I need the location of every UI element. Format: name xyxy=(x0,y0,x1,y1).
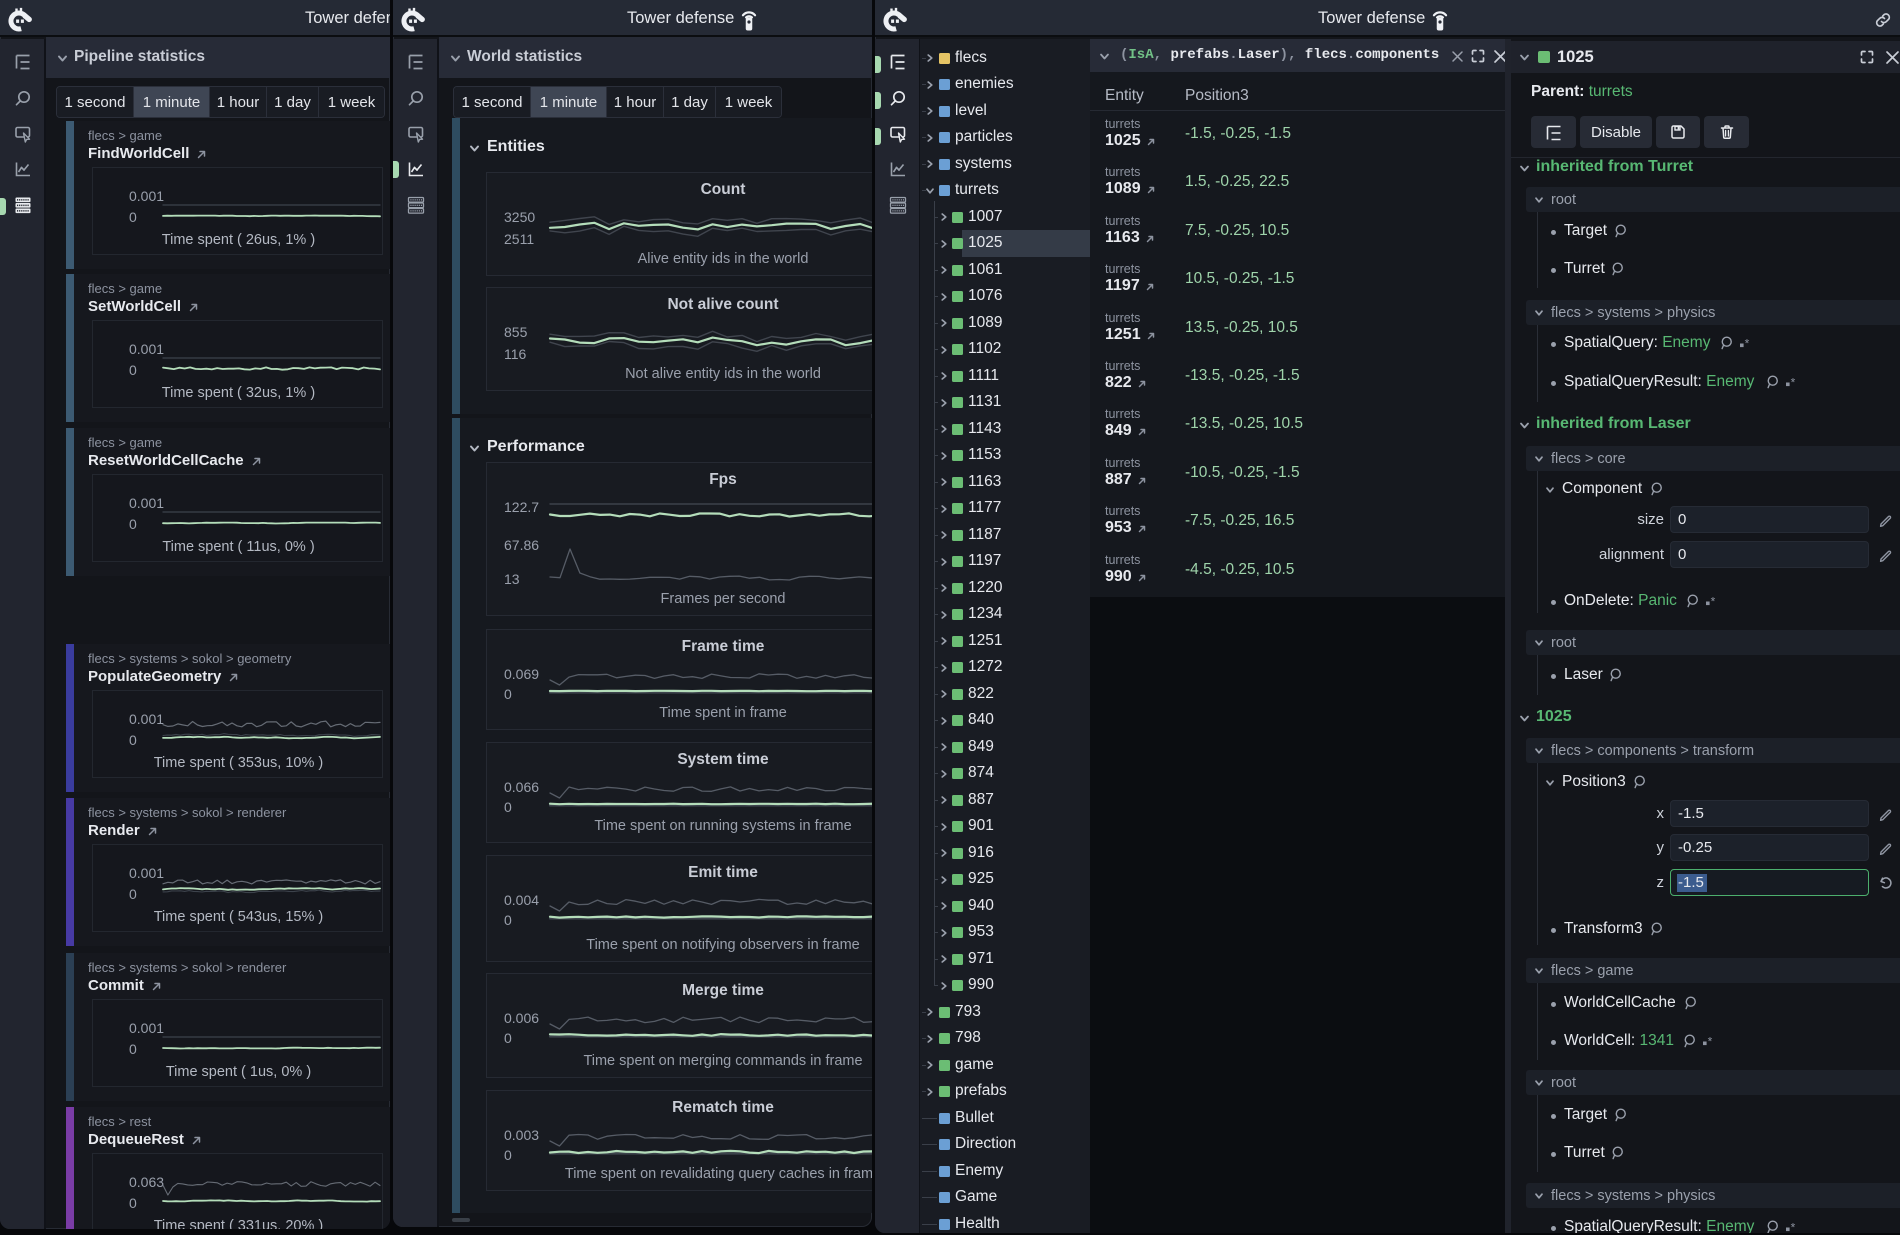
svg-text:*: * xyxy=(1745,337,1750,350)
svg-text:*: * xyxy=(1790,1221,1795,1233)
svg-text:*: * xyxy=(1710,595,1715,608)
svg-text:*: * xyxy=(1790,376,1795,389)
svg-text:*: * xyxy=(1707,1035,1712,1048)
